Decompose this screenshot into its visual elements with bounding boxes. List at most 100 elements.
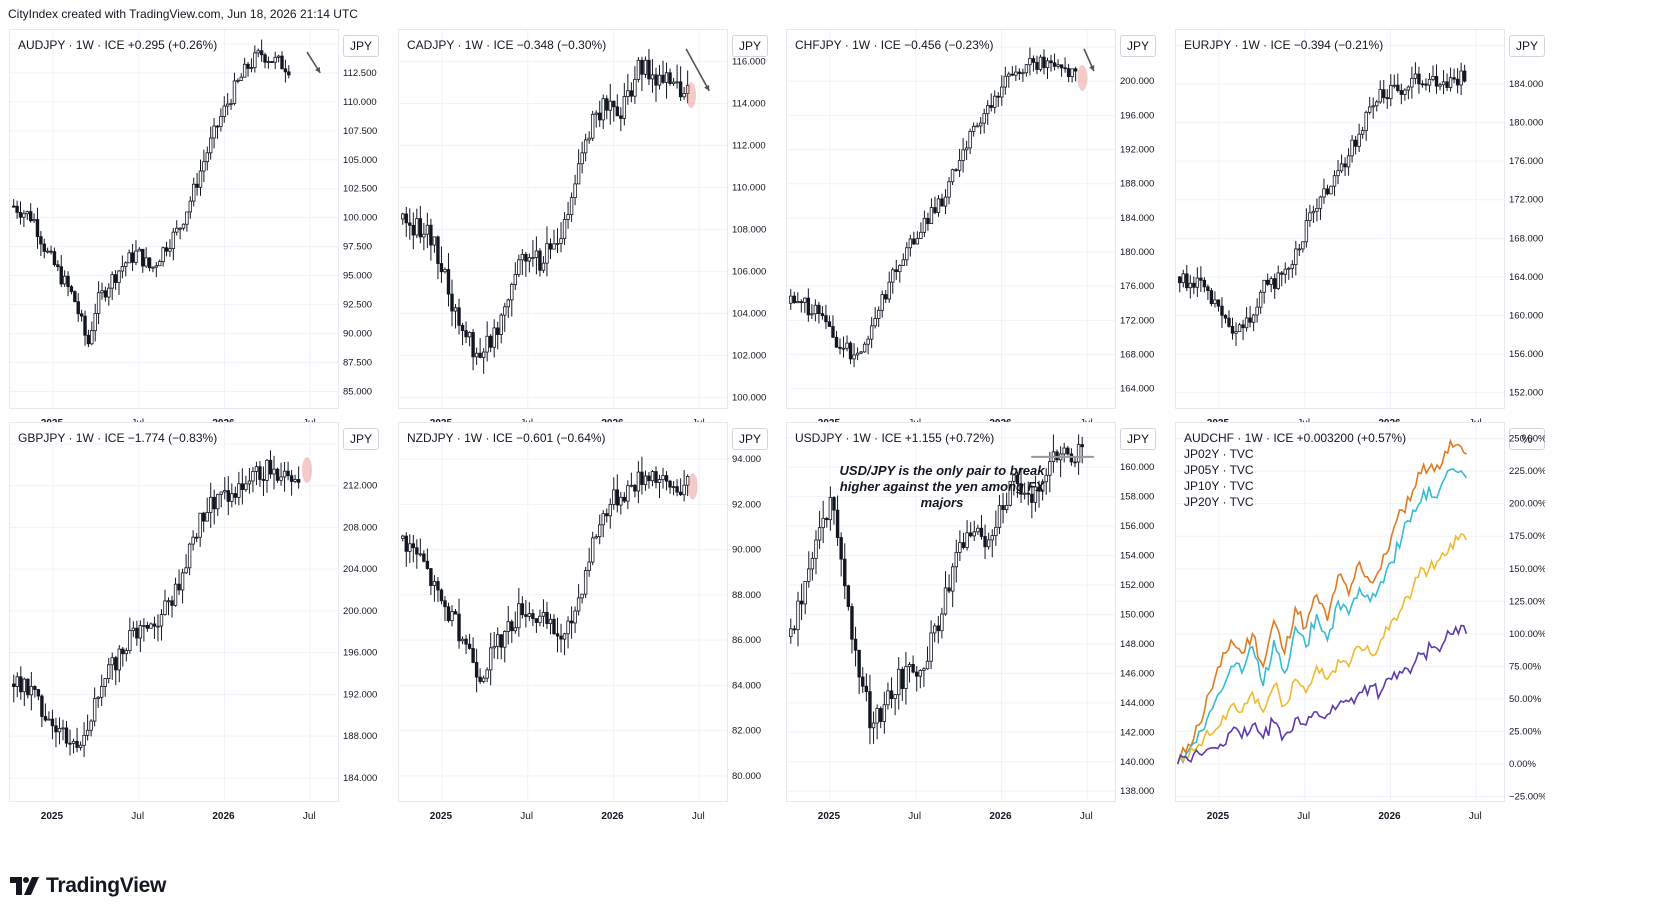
candle-body	[889, 690, 894, 700]
candle-body	[439, 263, 444, 273]
currency-label[interactable]: JPY	[732, 428, 768, 450]
price-axis[interactable]: 212.000 208.000 204.000 200.000 196.000 192.0…	[343, 422, 379, 802]
candle-body	[957, 160, 962, 171]
chart-panel-eurjpy[interactable]: EURJPY · 1W · ICE −0.394 (−0.21%) JPY 184.…	[1175, 29, 1547, 441]
plot-area[interactable]: USDJPY · 1W · ICE +1.155 (+0.72%) USD/JPY…	[786, 422, 1116, 802]
candle-body	[253, 52, 257, 68]
candle-body	[979, 527, 984, 537]
time-tick-label: 2025	[1207, 811, 1230, 822]
candle-body	[83, 315, 87, 336]
candle-body	[1033, 486, 1038, 503]
candle-body	[289, 475, 294, 482]
currency-label[interactable]: JPY	[343, 428, 379, 450]
candle-body	[587, 137, 591, 141]
candle-body	[68, 742, 72, 745]
candle-body	[820, 313, 825, 317]
price-axis[interactable]: 160.000 158.000 156.000 154.000 152.000 150.0…	[1120, 422, 1156, 802]
candle-body	[82, 734, 86, 746]
candle-body	[520, 603, 525, 616]
candle-body	[1311, 210, 1316, 214]
price-tick-label: 200.00%	[1509, 499, 1545, 510]
price-tick-label: 200.000	[343, 606, 377, 617]
chart-panel-nzdjpy[interactable]: NZDJPY · 1W · ICE −0.601 (−0.64%) JPY 94.0…	[398, 422, 770, 834]
tradingview-brand[interactable]: TradingView	[10, 874, 166, 898]
candle-body	[1420, 83, 1425, 86]
time-axis[interactable]: 2025 Jul 2026 Jul	[398, 805, 728, 829]
chart-panel-cadjpy[interactable]: CADJPY · 1W · ICE −0.348 (−0.30%) JPY 116.…	[398, 29, 770, 441]
candle-body	[173, 583, 178, 606]
candle-body	[1336, 170, 1340, 177]
candle-body	[958, 542, 962, 553]
plot-area[interactable]: AUDCHF · 1W · ICE +0.003200 (+0.57%) JP02…	[1175, 422, 1505, 802]
price-axis[interactable]: 116.000 114.000 112.000 110.000 108.000 106.0…	[732, 29, 768, 409]
time-axis[interactable]: 2025 Jul 2026 Jul	[786, 805, 1116, 829]
chart-panel-chfjpy[interactable]: CHFJPY · 1W · ICE −0.456 (−0.23%) JPY 200.…	[786, 29, 1158, 441]
price-axis[interactable]: 94.000 92.000 90.000 88.000 86.000 84.000 82.0…	[732, 422, 768, 802]
currency-label[interactable]: %	[1509, 428, 1545, 450]
price-axis[interactable]: 184.000 180.000 176.000 172.000 168.000 164.0…	[1509, 29, 1545, 409]
price-tick-label: 150.00%	[1509, 564, 1545, 575]
plot-area[interactable]: EURJPY · 1W · ICE −0.394 (−0.21%)	[1175, 29, 1505, 409]
currency-label[interactable]: JPY	[343, 35, 379, 57]
legend-item[interactable]: JP02Y · TVC	[1184, 447, 1254, 461]
candle-body	[154, 265, 159, 268]
currency-label[interactable]: JPY	[1120, 35, 1156, 57]
candle-body	[47, 718, 51, 721]
chart-panel-audjpy[interactable]: AUDJPY · 1W · ICE +0.295 (+0.26%) JPY 112.…	[9, 29, 381, 441]
candle-body	[33, 686, 37, 690]
candle-body	[219, 116, 223, 128]
candle-body	[583, 139, 588, 154]
candle-body	[884, 294, 888, 300]
currency-label[interactable]: JPY	[732, 35, 768, 57]
candle-body	[28, 211, 33, 222]
candle-body	[79, 313, 84, 317]
candle-body	[1021, 72, 1025, 75]
candle-body	[905, 247, 909, 261]
candle-body	[62, 275, 67, 285]
price-plot-svg	[787, 30, 1115, 408]
legend-item[interactable]: JP20Y · TVC	[1184, 495, 1254, 509]
price-tick-label: 87.500	[343, 358, 372, 369]
time-axis[interactable]: 2025 Jul 2026 Jul	[9, 805, 339, 829]
candle-body	[566, 620, 570, 635]
price-axis[interactable]: 250.00% 225.00% 200.00% 175.00% 150.00% 125.0…	[1509, 422, 1547, 803]
candle-body	[474, 662, 479, 678]
candle-body	[817, 304, 821, 314]
candle-body	[249, 67, 254, 69]
legend-item[interactable]: JP10Y · TVC	[1184, 479, 1254, 493]
symbol-title: AUDJPY · 1W · ICE +0.295 (+0.26%)	[18, 38, 217, 52]
currency-label[interactable]: JPY	[1120, 428, 1156, 450]
candle-body	[1290, 264, 1295, 269]
candle-body	[1248, 317, 1252, 323]
candle-body	[177, 583, 181, 591]
candle-body	[855, 352, 860, 356]
candle-body	[1026, 492, 1030, 495]
candle-body	[810, 313, 814, 316]
symbol-name: AUDCHF · 1W · ICE	[1184, 431, 1294, 445]
candle-body	[513, 274, 518, 285]
candle-body	[117, 270, 121, 283]
plot-area[interactable]: GBPJPY · 1W · ICE −1.774 (−0.83%)	[9, 422, 339, 802]
plot-area[interactable]: NZDJPY · 1W · ICE −0.601 (−0.64%)	[398, 422, 728, 802]
candle-body	[598, 524, 602, 538]
symbol-title: AUDCHF · 1W · ICE +0.003200 (+0.57%)	[1184, 431, 1406, 445]
currency-label[interactable]: JPY	[1509, 35, 1545, 57]
price-axis[interactable]: 200.000 196.000 192.000 188.000 184.000 180.0…	[1120, 29, 1156, 409]
candle-body	[1378, 89, 1382, 103]
chart-panel-gbpjpy[interactable]: GBPJPY · 1W · ICE −1.774 (−0.83%) JPY 212.…	[9, 422, 381, 834]
candle-body	[968, 131, 972, 149]
candle-body	[668, 72, 672, 84]
candle-body	[590, 113, 595, 139]
price-tick-label: 148.000	[1120, 639, 1154, 650]
chart-panel-audchf_yields[interactable]: AUDCHF · 1W · ICE +0.003200 (+0.57%) JP02…	[1175, 422, 1547, 834]
price-axis[interactable]: 112.500 110.000 107.500 105.000 102.500 100.0…	[343, 29, 379, 409]
candle-body	[113, 274, 118, 283]
candle-body	[244, 483, 248, 490]
plot-area[interactable]: CHFJPY · 1W · ICE −0.456 (−0.23%)	[786, 29, 1116, 409]
plot-area[interactable]: AUDJPY · 1W · ICE +0.295 (+0.26%)	[9, 29, 339, 409]
plot-area[interactable]: CADJPY · 1W · ICE −0.348 (−0.30%)	[398, 29, 728, 409]
trend-arrow-head	[1089, 65, 1095, 71]
legend-item[interactable]: JP05Y · TVC	[1184, 463, 1254, 477]
time-axis[interactable]: 2025 Jul 2026 Jul	[1175, 805, 1505, 829]
chart-panel-usdjpy[interactable]: USDJPY · 1W · ICE +1.155 (+0.72%) USD/JPY…	[786, 422, 1158, 834]
